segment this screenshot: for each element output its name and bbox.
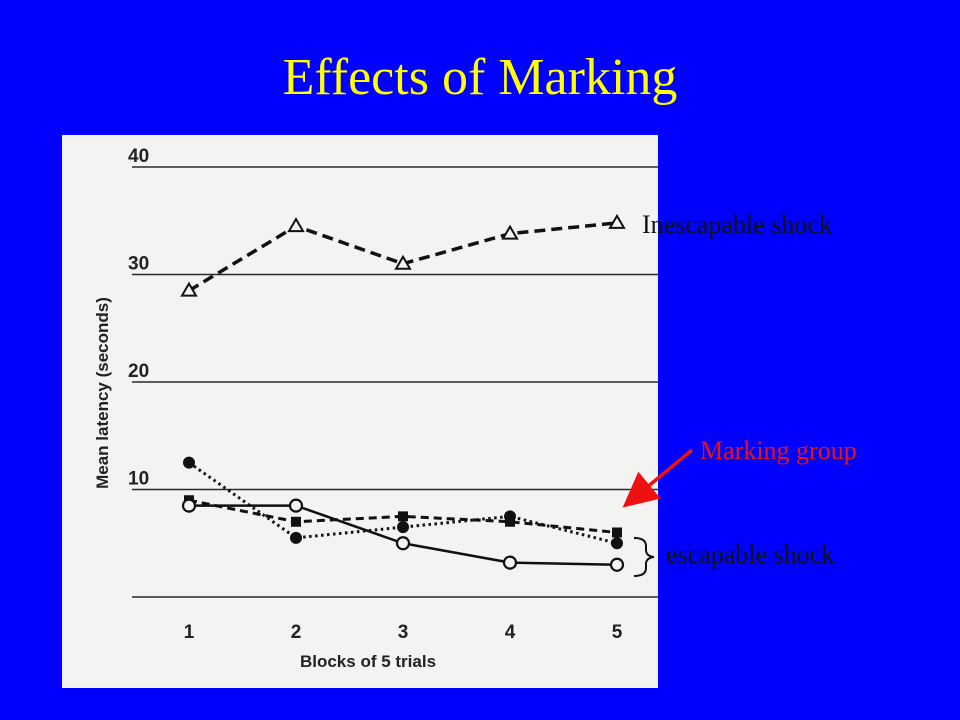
inescapable-shock-label: Inescapable shock <box>642 210 832 240</box>
x-tick-label-1: 1 <box>184 622 195 643</box>
y-axis-label: Mean latency (seconds) <box>93 297 112 489</box>
slide-title: Effects of Marking <box>0 52 960 104</box>
y-tick-label-30: 30 <box>128 254 149 275</box>
data-point-0-4 <box>503 227 517 239</box>
y-tick-label-10: 10 <box>128 469 149 490</box>
grid-layer <box>132 167 658 597</box>
x-tick-label-2: 2 <box>291 622 302 643</box>
escapable-shock-label: escapable shock <box>666 540 834 570</box>
data-point-2-2 <box>290 532 302 544</box>
marking-group-label: Marking group <box>700 436 857 466</box>
data-point-3-2 <box>290 500 302 512</box>
x-axis-label: Blocks of 5 trials <box>300 652 436 671</box>
data-point-2-5 <box>611 537 623 549</box>
data-point-3-4 <box>504 557 516 569</box>
x-tick-label-3: 3 <box>398 622 409 643</box>
data-point-2-4 <box>504 510 516 522</box>
data-point-1-5 <box>612 528 622 538</box>
y-tick-label-20: 20 <box>128 361 149 382</box>
x-tick-label-5: 5 <box>612 622 623 643</box>
data-point-2-3 <box>397 521 409 533</box>
line-chart: 10 20 30 40 1 2 3 4 5 Blocks of 5 trials Mean la… <box>62 135 658 688</box>
y-tick-label-40: 40 <box>128 146 149 167</box>
data-point-0-2 <box>289 219 303 231</box>
series-layer <box>182 216 624 571</box>
data-point-3-5 <box>611 559 623 571</box>
data-point-2-1 <box>183 457 195 469</box>
data-point-3-3 <box>397 537 409 549</box>
data-point-1-3 <box>398 511 408 521</box>
data-point-1-2 <box>291 517 301 527</box>
x-tick-label-4: 4 <box>505 622 516 643</box>
chart-panel: 10 20 30 40 1 2 3 4 5 Blocks of 5 trials Mean la… <box>62 135 658 688</box>
data-point-3-1 <box>183 500 195 512</box>
tick-layer: 10 20 30 40 1 2 3 4 5 <box>128 146 623 643</box>
